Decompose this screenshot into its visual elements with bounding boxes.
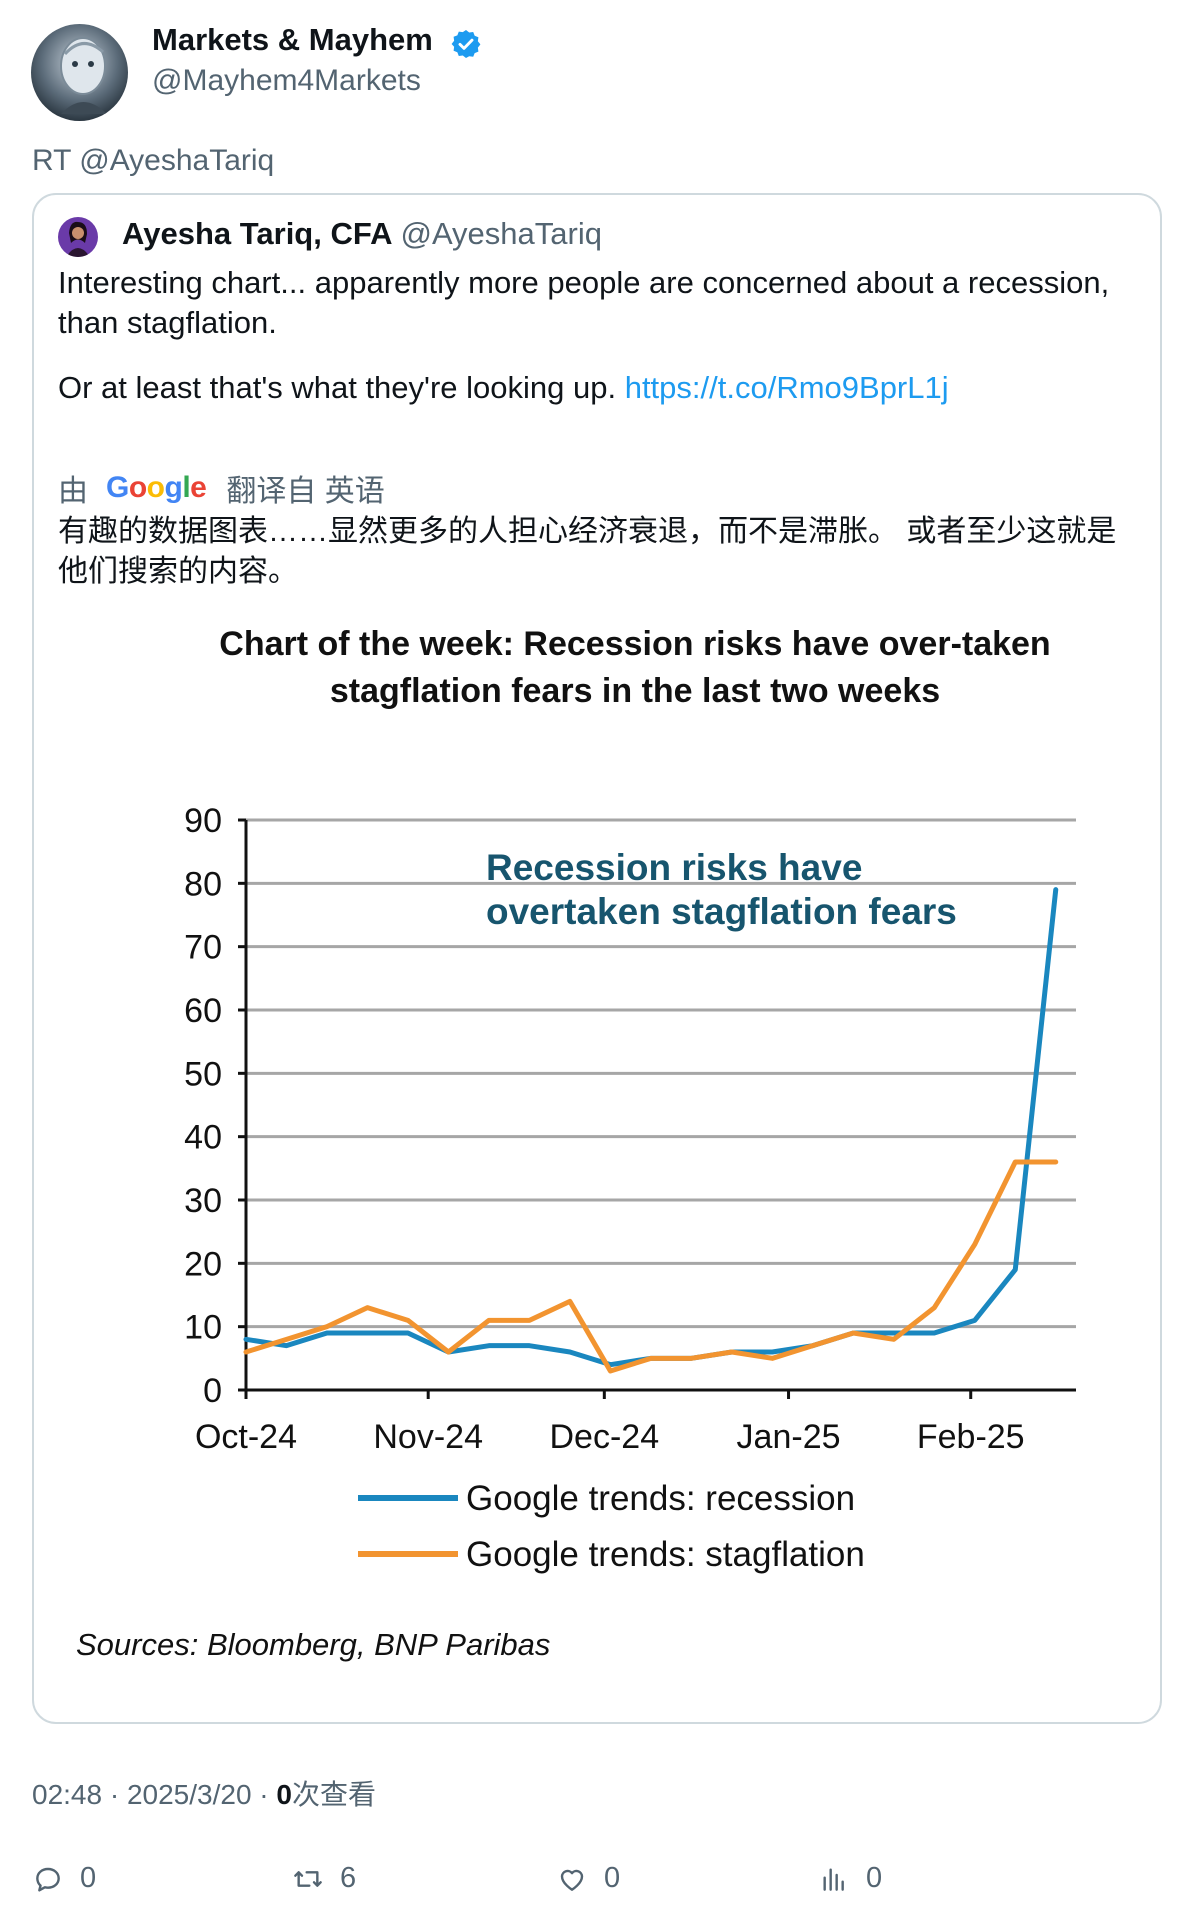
- x-tick-label: Jan-25: [737, 1418, 841, 1456]
- retweet-arrows-icon: [294, 1870, 322, 1887]
- chart-x-axis: Oct-24 Nov-24 Dec-24 Jan-25 Feb-25: [195, 1388, 1076, 1456]
- y-tick-label: 30: [184, 1182, 222, 1220]
- y-tick-label: 70: [184, 929, 222, 967]
- reply-button[interactable]: 0: [32, 1862, 96, 1895]
- series-line-1: [243, 887, 1059, 1368]
- y-tick-label: 50: [184, 1055, 222, 1093]
- quoted-text-paragraph-2: Or at least that's what they're looking …: [58, 368, 1118, 408]
- retweet-button[interactable]: 6: [292, 1862, 356, 1895]
- chart-title-line-1: Chart of the week: Recession risks have …: [219, 625, 1050, 663]
- author-avatar[interactable]: [31, 24, 128, 121]
- views-count: 0: [276, 1779, 292, 1810]
- like-count: 0: [604, 1862, 621, 1894]
- translation-prefix: 由: [58, 475, 88, 508]
- chart-series: [243, 887, 1059, 1374]
- legend-label-1: Google trends: recession: [466, 1479, 855, 1518]
- y-tick-label: 80: [184, 865, 222, 903]
- x-tick-label: Oct-24: [195, 1418, 297, 1456]
- quoted-tweet-text: Interesting chart... apparently more peo…: [58, 263, 1118, 408]
- y-tick-label: 20: [184, 1245, 222, 1283]
- y-tick-label: 60: [184, 992, 222, 1030]
- quoted-tweet-card[interactable]: [32, 193, 1162, 1724]
- quoted-author-handle[interactable]: @AyeshaTariq: [400, 216, 602, 251]
- translation-suffix: 翻译自 英语: [226, 475, 385, 508]
- translated-text: 有趣的数据图表……显然更多的人担心经济衰退，而不是滞胀。 或者至少这就是他们搜索…: [58, 515, 1117, 588]
- quoted-author-name[interactable]: Ayesha Tariq, CFA: [122, 216, 393, 251]
- quoted-text-paragraph-1: Interesting chart... apparently more peo…: [58, 265, 1110, 340]
- views-button[interactable]: 0: [818, 1862, 882, 1895]
- person-avatar-icon: [58, 217, 98, 257]
- chart-legend: Google trends: recession Google trends: s…: [358, 1479, 865, 1574]
- verified-badge-icon: [451, 30, 481, 58]
- views-action-count: 0: [866, 1862, 883, 1894]
- chart-image[interactable]: Chart of the week: Recession risks have …: [58, 620, 1138, 1680]
- tweet-link[interactable]: https://t.co/Rmo9BprL1j: [624, 370, 949, 405]
- retweet-label: RT @AyeshaTariq: [32, 144, 275, 177]
- quoted-text-line2: Or at least that's what they're looking …: [58, 370, 617, 405]
- y-tick-label: 10: [184, 1309, 222, 1347]
- chart-source-note: Sources: Bloomberg, BNP Paribas: [76, 1627, 550, 1662]
- series-line-2: [243, 1159, 1059, 1374]
- chart-title-line-2: stagflation fears in the last two weeks: [330, 672, 940, 710]
- views-label: 次查看: [291, 1779, 376, 1810]
- robot-face-icon: [31, 24, 128, 121]
- author-handle[interactable]: @Mayhem4Markets: [152, 64, 421, 97]
- legend-label-2: Google trends: stagflation: [466, 1535, 865, 1574]
- tweet-timestamp: 02:48 · 2025/3/20 · 0次查看: [32, 1773, 376, 1813]
- timestamp-text: 02:48 · 2025/3/20 ·: [32, 1779, 277, 1810]
- y-tick-label: 90: [184, 802, 222, 840]
- chart-annotation-line-2: overtaken stagflation fears: [486, 891, 957, 932]
- bar-chart-icon: [823, 1867, 844, 1891]
- like-button[interactable]: 0: [556, 1862, 620, 1895]
- y-tick-label: 40: [184, 1119, 222, 1157]
- chart-gridlines: [246, 818, 1076, 1329]
- chart-y-axis: 0 10 20 30 40 50 60 70 80 90: [184, 802, 248, 1410]
- translation-attribution: 由 Google 翻译自 英语: [58, 466, 385, 510]
- x-tick-label: Nov-24: [373, 1418, 483, 1456]
- chart-annotation-line-1: Recession risks have: [486, 847, 862, 888]
- reply-count: 0: [80, 1862, 97, 1894]
- x-tick-label: Feb-25: [917, 1418, 1025, 1456]
- x-tick-label: Dec-24: [550, 1418, 660, 1456]
- author-name[interactable]: Markets & Mayhem: [152, 22, 433, 57]
- retweet-count: 6: [340, 1862, 357, 1894]
- reply-bubble-icon: [36, 1867, 60, 1892]
- google-logo: Google: [106, 471, 207, 504]
- heart-icon: [560, 1869, 584, 1891]
- quoted-author-avatar[interactable]: [58, 217, 98, 257]
- y-tick-label: 0: [203, 1372, 222, 1410]
